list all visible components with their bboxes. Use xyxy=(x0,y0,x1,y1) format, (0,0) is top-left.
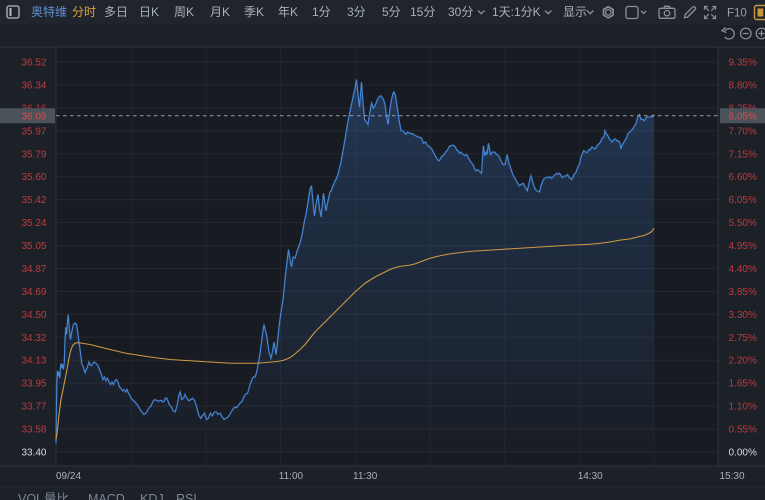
svg-text:1.10%: 1.10% xyxy=(729,402,757,413)
svg-text:35.42: 35.42 xyxy=(21,195,46,206)
svg-text:5.50%: 5.50% xyxy=(729,218,757,229)
svg-text:3.30%: 3.30% xyxy=(729,310,757,321)
svg-text:35.05: 35.05 xyxy=(21,241,46,252)
svg-text:11:30: 11:30 xyxy=(353,471,378,482)
svg-text:6.60%: 6.60% xyxy=(729,172,757,183)
svg-text:3.85%: 3.85% xyxy=(729,287,757,298)
svg-text:36.34: 36.34 xyxy=(21,80,46,91)
svg-text:33.40: 33.40 xyxy=(21,448,46,459)
svg-text:MACD: MACD xyxy=(88,492,125,500)
svg-text:2.75%: 2.75% xyxy=(729,333,757,344)
svg-text:9.35%: 9.35% xyxy=(729,58,757,69)
svg-text:KDJ: KDJ xyxy=(140,492,164,500)
svg-text:4.40%: 4.40% xyxy=(729,264,757,275)
svg-text:34.13: 34.13 xyxy=(21,356,46,367)
svg-text:7.70%: 7.70% xyxy=(729,126,757,137)
svg-text:1.65%: 1.65% xyxy=(729,379,757,390)
svg-text:34.87: 34.87 xyxy=(21,264,46,275)
svg-text:VOL: VOL xyxy=(18,492,43,500)
svg-text:34.69: 34.69 xyxy=(21,287,46,298)
svg-text:35.97: 35.97 xyxy=(21,126,46,137)
svg-text:33.58: 33.58 xyxy=(21,425,46,436)
svg-text:34.50: 34.50 xyxy=(21,310,46,321)
svg-text:4.95%: 4.95% xyxy=(729,241,757,252)
svg-text:2.20%: 2.20% xyxy=(729,356,757,367)
svg-text:35.60: 35.60 xyxy=(21,172,46,183)
svg-text:8.80%: 8.80% xyxy=(729,80,757,91)
svg-text:34.32: 34.32 xyxy=(21,333,46,344)
svg-text:14:30: 14:30 xyxy=(578,471,603,482)
svg-text:09/24: 09/24 xyxy=(56,471,81,482)
svg-text:36.09: 36.09 xyxy=(21,111,46,122)
svg-text:7.15%: 7.15% xyxy=(729,149,757,160)
svg-text:量比: 量比 xyxy=(44,492,69,500)
svg-text:11:00: 11:00 xyxy=(279,471,304,482)
svg-text:6.05%: 6.05% xyxy=(729,195,757,206)
svg-text:8.05%: 8.05% xyxy=(729,111,757,122)
svg-text:33.77: 33.77 xyxy=(21,402,46,413)
svg-text:35.79: 35.79 xyxy=(21,149,46,160)
svg-text:RSI: RSI xyxy=(176,492,197,500)
svg-text:36.52: 36.52 xyxy=(21,58,46,69)
svg-text:35.24: 35.24 xyxy=(21,218,46,229)
svg-text:F10: F10 xyxy=(727,7,747,19)
svg-text:33.95: 33.95 xyxy=(21,379,46,390)
svg-text:0.55%: 0.55% xyxy=(729,425,757,436)
svg-text:0.00%: 0.00% xyxy=(729,448,757,459)
svg-text:15:30: 15:30 xyxy=(720,471,745,482)
